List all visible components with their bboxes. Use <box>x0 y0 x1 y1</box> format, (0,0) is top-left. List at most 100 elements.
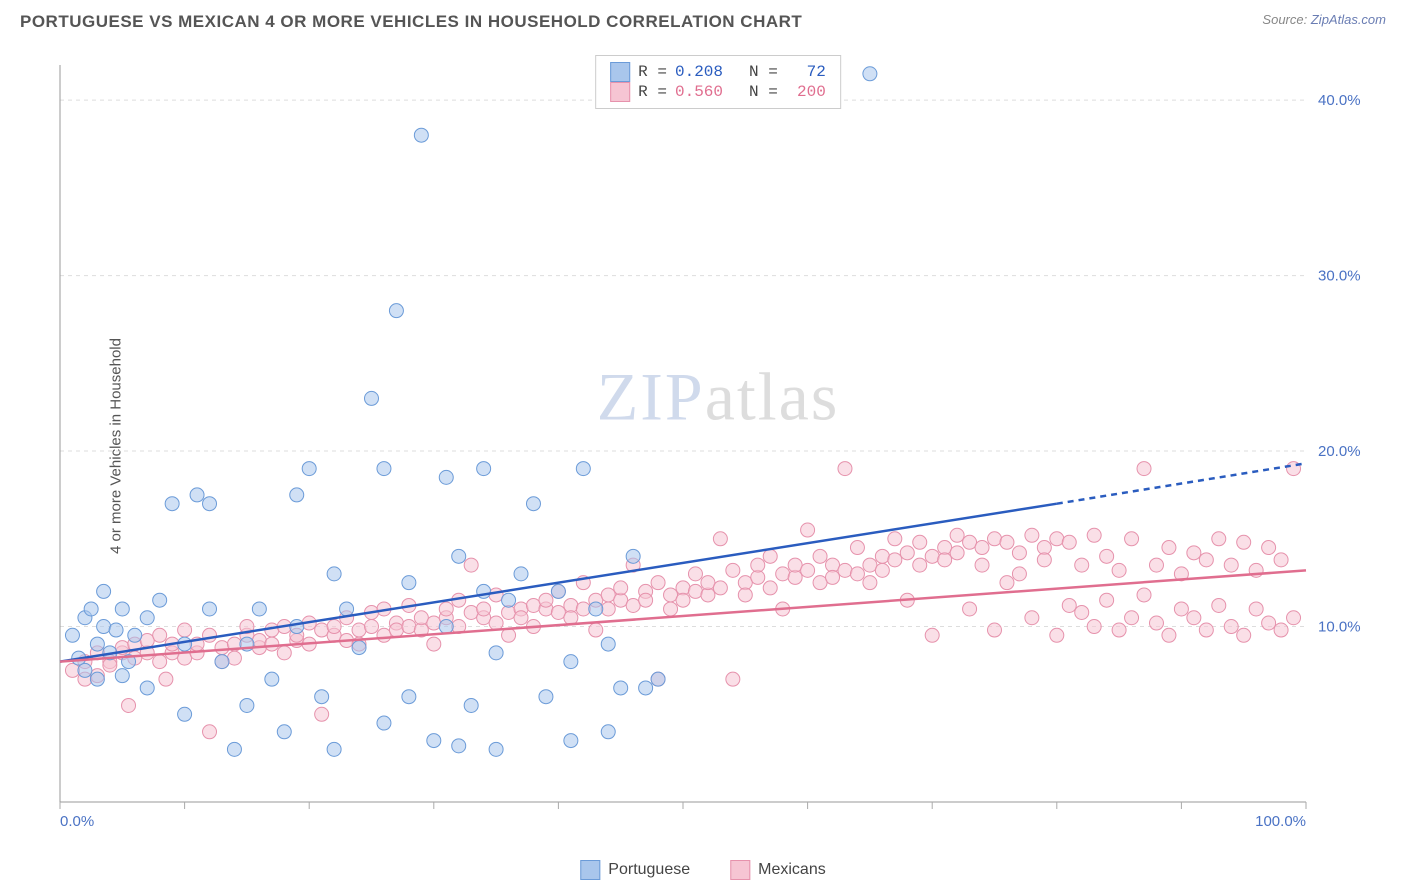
legend-label: Portuguese <box>608 861 690 879</box>
data-point <box>1125 611 1139 625</box>
data-point <box>1187 611 1201 625</box>
data-point <box>763 549 777 563</box>
data-point <box>651 672 665 686</box>
data-point <box>489 742 503 756</box>
data-point <box>464 605 478 619</box>
data-point <box>875 563 889 577</box>
data-point <box>365 620 379 634</box>
data-point <box>377 462 391 476</box>
data-point <box>601 637 615 651</box>
data-point <box>240 698 254 712</box>
legend-item: Portuguese <box>580 860 690 880</box>
data-point <box>159 672 173 686</box>
data-point <box>153 593 167 607</box>
data-point <box>1125 532 1139 546</box>
data-point <box>265 637 279 651</box>
data-point <box>178 707 192 721</box>
data-point <box>414 611 428 625</box>
data-point <box>389 304 403 318</box>
data-point <box>826 570 840 584</box>
data-point <box>290 620 304 634</box>
scatter-plot: 10.0%20.0%30.0%40.0%0.0%100.0% <box>50 55 1386 832</box>
data-point <box>1000 576 1014 590</box>
data-point <box>963 535 977 549</box>
data-point <box>1025 611 1039 625</box>
data-point <box>140 611 154 625</box>
data-point <box>601 588 615 602</box>
data-point <box>1237 535 1251 549</box>
data-point <box>327 567 341 581</box>
data-point <box>439 470 453 484</box>
data-point <box>1012 567 1026 581</box>
legend-swatch <box>580 860 600 880</box>
data-point <box>950 546 964 560</box>
data-point <box>97 584 111 598</box>
data-point <box>1199 553 1213 567</box>
data-point <box>377 716 391 730</box>
data-point <box>452 739 466 753</box>
data-point <box>950 528 964 542</box>
data-point <box>97 620 111 634</box>
data-point <box>539 593 553 607</box>
legend-swatch <box>730 860 750 880</box>
data-point <box>265 672 279 686</box>
source-link[interactable]: ZipAtlas.com <box>1311 12 1386 27</box>
data-point <box>327 742 341 756</box>
data-point <box>414 128 428 142</box>
data-point <box>78 663 92 677</box>
data-point <box>601 725 615 739</box>
data-point <box>1162 541 1176 555</box>
data-point <box>203 628 217 642</box>
data-point <box>402 576 416 590</box>
stats-row: R =0.208N =72 <box>610 62 826 82</box>
legend-label: Mexicans <box>758 861 826 879</box>
data-point <box>751 558 765 572</box>
y-tick-label: 20.0% <box>1318 443 1361 460</box>
data-point <box>252 602 266 616</box>
data-point <box>1249 602 1263 616</box>
data-point <box>1262 616 1276 630</box>
data-point <box>178 637 192 651</box>
data-point <box>514 567 528 581</box>
data-point <box>489 646 503 660</box>
data-point <box>801 563 815 577</box>
data-point <box>178 623 192 637</box>
trend-line <box>60 504 1057 662</box>
data-point <box>365 391 379 405</box>
data-point <box>900 546 914 560</box>
data-point <box>888 532 902 546</box>
legend-swatch <box>610 82 630 102</box>
data-point <box>477 462 491 476</box>
data-point <box>1075 605 1089 619</box>
data-point <box>1212 598 1226 612</box>
trend-line-extrapolated <box>1057 463 1306 503</box>
data-point <box>626 598 640 612</box>
r-value: 0.208 <box>675 63 723 81</box>
x-axis-label: 0.0% <box>60 813 94 830</box>
data-point <box>651 576 665 590</box>
data-point <box>315 707 329 721</box>
data-point <box>1037 553 1051 567</box>
data-point <box>1087 528 1101 542</box>
data-point <box>203 725 217 739</box>
data-point <box>963 602 977 616</box>
data-point <box>875 549 889 563</box>
data-point <box>838 462 852 476</box>
data-point <box>1224 620 1238 634</box>
data-point <box>713 581 727 595</box>
data-point <box>713 532 727 546</box>
data-point <box>153 655 167 669</box>
data-point <box>302 462 316 476</box>
data-point <box>502 593 516 607</box>
data-point <box>464 558 478 572</box>
n-label: N = <box>749 63 778 81</box>
data-point <box>614 581 628 595</box>
data-point <box>65 628 79 642</box>
n-value: 200 <box>786 83 826 101</box>
data-point <box>227 742 241 756</box>
source-attribution: Source: ZipAtlas.com <box>1262 12 1386 27</box>
data-point <box>389 623 403 637</box>
data-point <box>84 602 98 616</box>
data-point <box>377 628 391 642</box>
data-point <box>215 655 229 669</box>
